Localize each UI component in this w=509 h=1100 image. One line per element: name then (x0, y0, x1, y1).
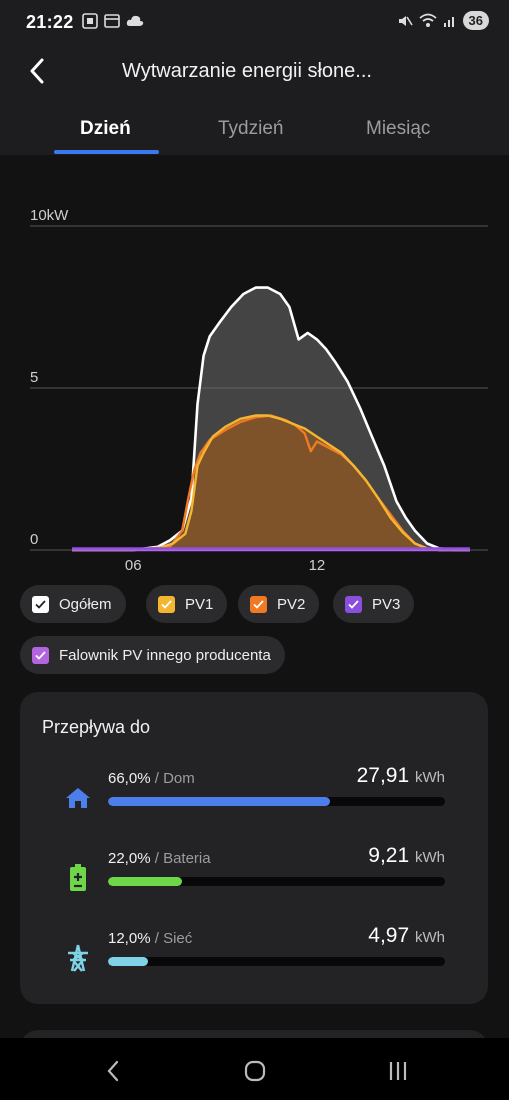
flow-bar-fill (108, 957, 149, 966)
legend-label: PV2 (277, 595, 306, 613)
legend-label: Falownik PV innego producenta (59, 646, 271, 664)
flow-unit: kWh (415, 929, 445, 946)
tab-day[interactable]: Dzień (80, 118, 131, 139)
flow-value: 4,97 (368, 924, 410, 947)
legend-label: PV3 (372, 595, 401, 613)
energy-chart: 0 5 10kW 06 12 (30, 207, 488, 574)
flow-value: 9,21 (368, 844, 410, 867)
checkbox-checked-icon (32, 595, 49, 613)
calendar-icon (104, 14, 120, 28)
flow-bar-track (108, 957, 445, 966)
flow-percent: 22,0% (108, 850, 151, 867)
flow-percent: 66,0% (108, 770, 151, 787)
series-line (72, 414, 470, 552)
status-time: 21:22 (26, 12, 74, 32)
x-tick-label: 12 (309, 557, 326, 574)
series-line (72, 414, 470, 552)
flow-bar-track (108, 877, 445, 886)
chevron-left-icon (30, 58, 44, 84)
mute-icon (398, 15, 413, 26)
legend-chip-pv3[interactable]: PV3 (333, 585, 415, 623)
nav-back-icon (107, 1060, 119, 1082)
top-section (0, 0, 509, 155)
battery-indicator: 36 (462, 11, 489, 30)
legend-chip-third-party-inverter[interactable]: Falownik PV innego producenta (20, 636, 285, 674)
system-nav-bar (0, 1038, 509, 1100)
nav-home-button[interactable] (240, 1056, 270, 1086)
checkbox-checked-icon (32, 646, 49, 664)
x-tick-label: 06 (125, 557, 142, 574)
legend-label: Ogółem (59, 595, 112, 613)
wifi-icon (418, 13, 437, 27)
flow-bar-fill (108, 877, 183, 886)
series-area-pv2 (72, 415, 470, 550)
tab-month[interactable]: Miesiąc (366, 118, 431, 139)
nav-recents-icon (389, 1062, 407, 1080)
flow-card: Przepływa do 66,0% / Dom 27,91 kWh 22,0%… (20, 692, 488, 1004)
flow-unit: kWh (415, 849, 445, 866)
checkbox-checked-icon (250, 595, 267, 613)
flow-value: 27,91 (356, 764, 410, 787)
legend-chip-pv1[interactable]: PV1 (146, 585, 228, 623)
y-tick-label: 0 (30, 531, 38, 548)
screenshot-icon (82, 13, 98, 29)
flow-unit: kWh (415, 769, 445, 786)
period-tabs: Dzień Tydzień Miesiąc (0, 110, 509, 155)
status-bar: 21:22 36 (0, 0, 509, 44)
checkbox-checked-icon (345, 595, 362, 613)
flow-label: Dom (163, 770, 195, 787)
nav-recents-button[interactable] (383, 1056, 413, 1086)
y-tick-label: 5 (30, 369, 38, 386)
legend-label: PV1 (185, 595, 214, 613)
signal-icon (443, 16, 454, 27)
tab-week[interactable]: Tydzień (218, 118, 284, 139)
checkbox-checked-icon (158, 595, 175, 613)
page-title: Wytwarzanie energii słone... (122, 60, 372, 82)
app-bar: Wytwarzanie energii słone... (0, 48, 509, 98)
flow-bar-track (108, 797, 445, 806)
nav-home-icon (244, 1060, 266, 1082)
legend-chip-total[interactable]: Ogółem (20, 585, 126, 623)
legend-chip-pv2[interactable]: PV2 (238, 585, 320, 623)
flow-bar-fill (108, 797, 331, 806)
home-icon (64, 784, 92, 812)
nav-back-button[interactable] (98, 1056, 128, 1086)
flow-label: Sieć (163, 930, 193, 947)
back-button[interactable] (22, 56, 52, 86)
flow-percent: 12,0% (108, 930, 151, 947)
flow-card-title: Przepływa do (42, 717, 151, 737)
flow-label: Bateria (163, 850, 211, 867)
battery-icon (64, 864, 92, 892)
flow-row-home: 66,0% / Dom 27,91 kWh (20, 764, 488, 818)
y-tick-label: 10kW (30, 207, 69, 224)
cloud-icon (126, 15, 144, 26)
flow-row-battery: 22,0% / Bateria 9,21 kWh (20, 844, 488, 898)
flow-row-grid: 12,0% / Sieć 4,97 kWh (20, 924, 488, 978)
grid-tower-icon (64, 944, 92, 972)
series-area-pv1 (72, 415, 470, 550)
active-tab-indicator (54, 150, 159, 154)
